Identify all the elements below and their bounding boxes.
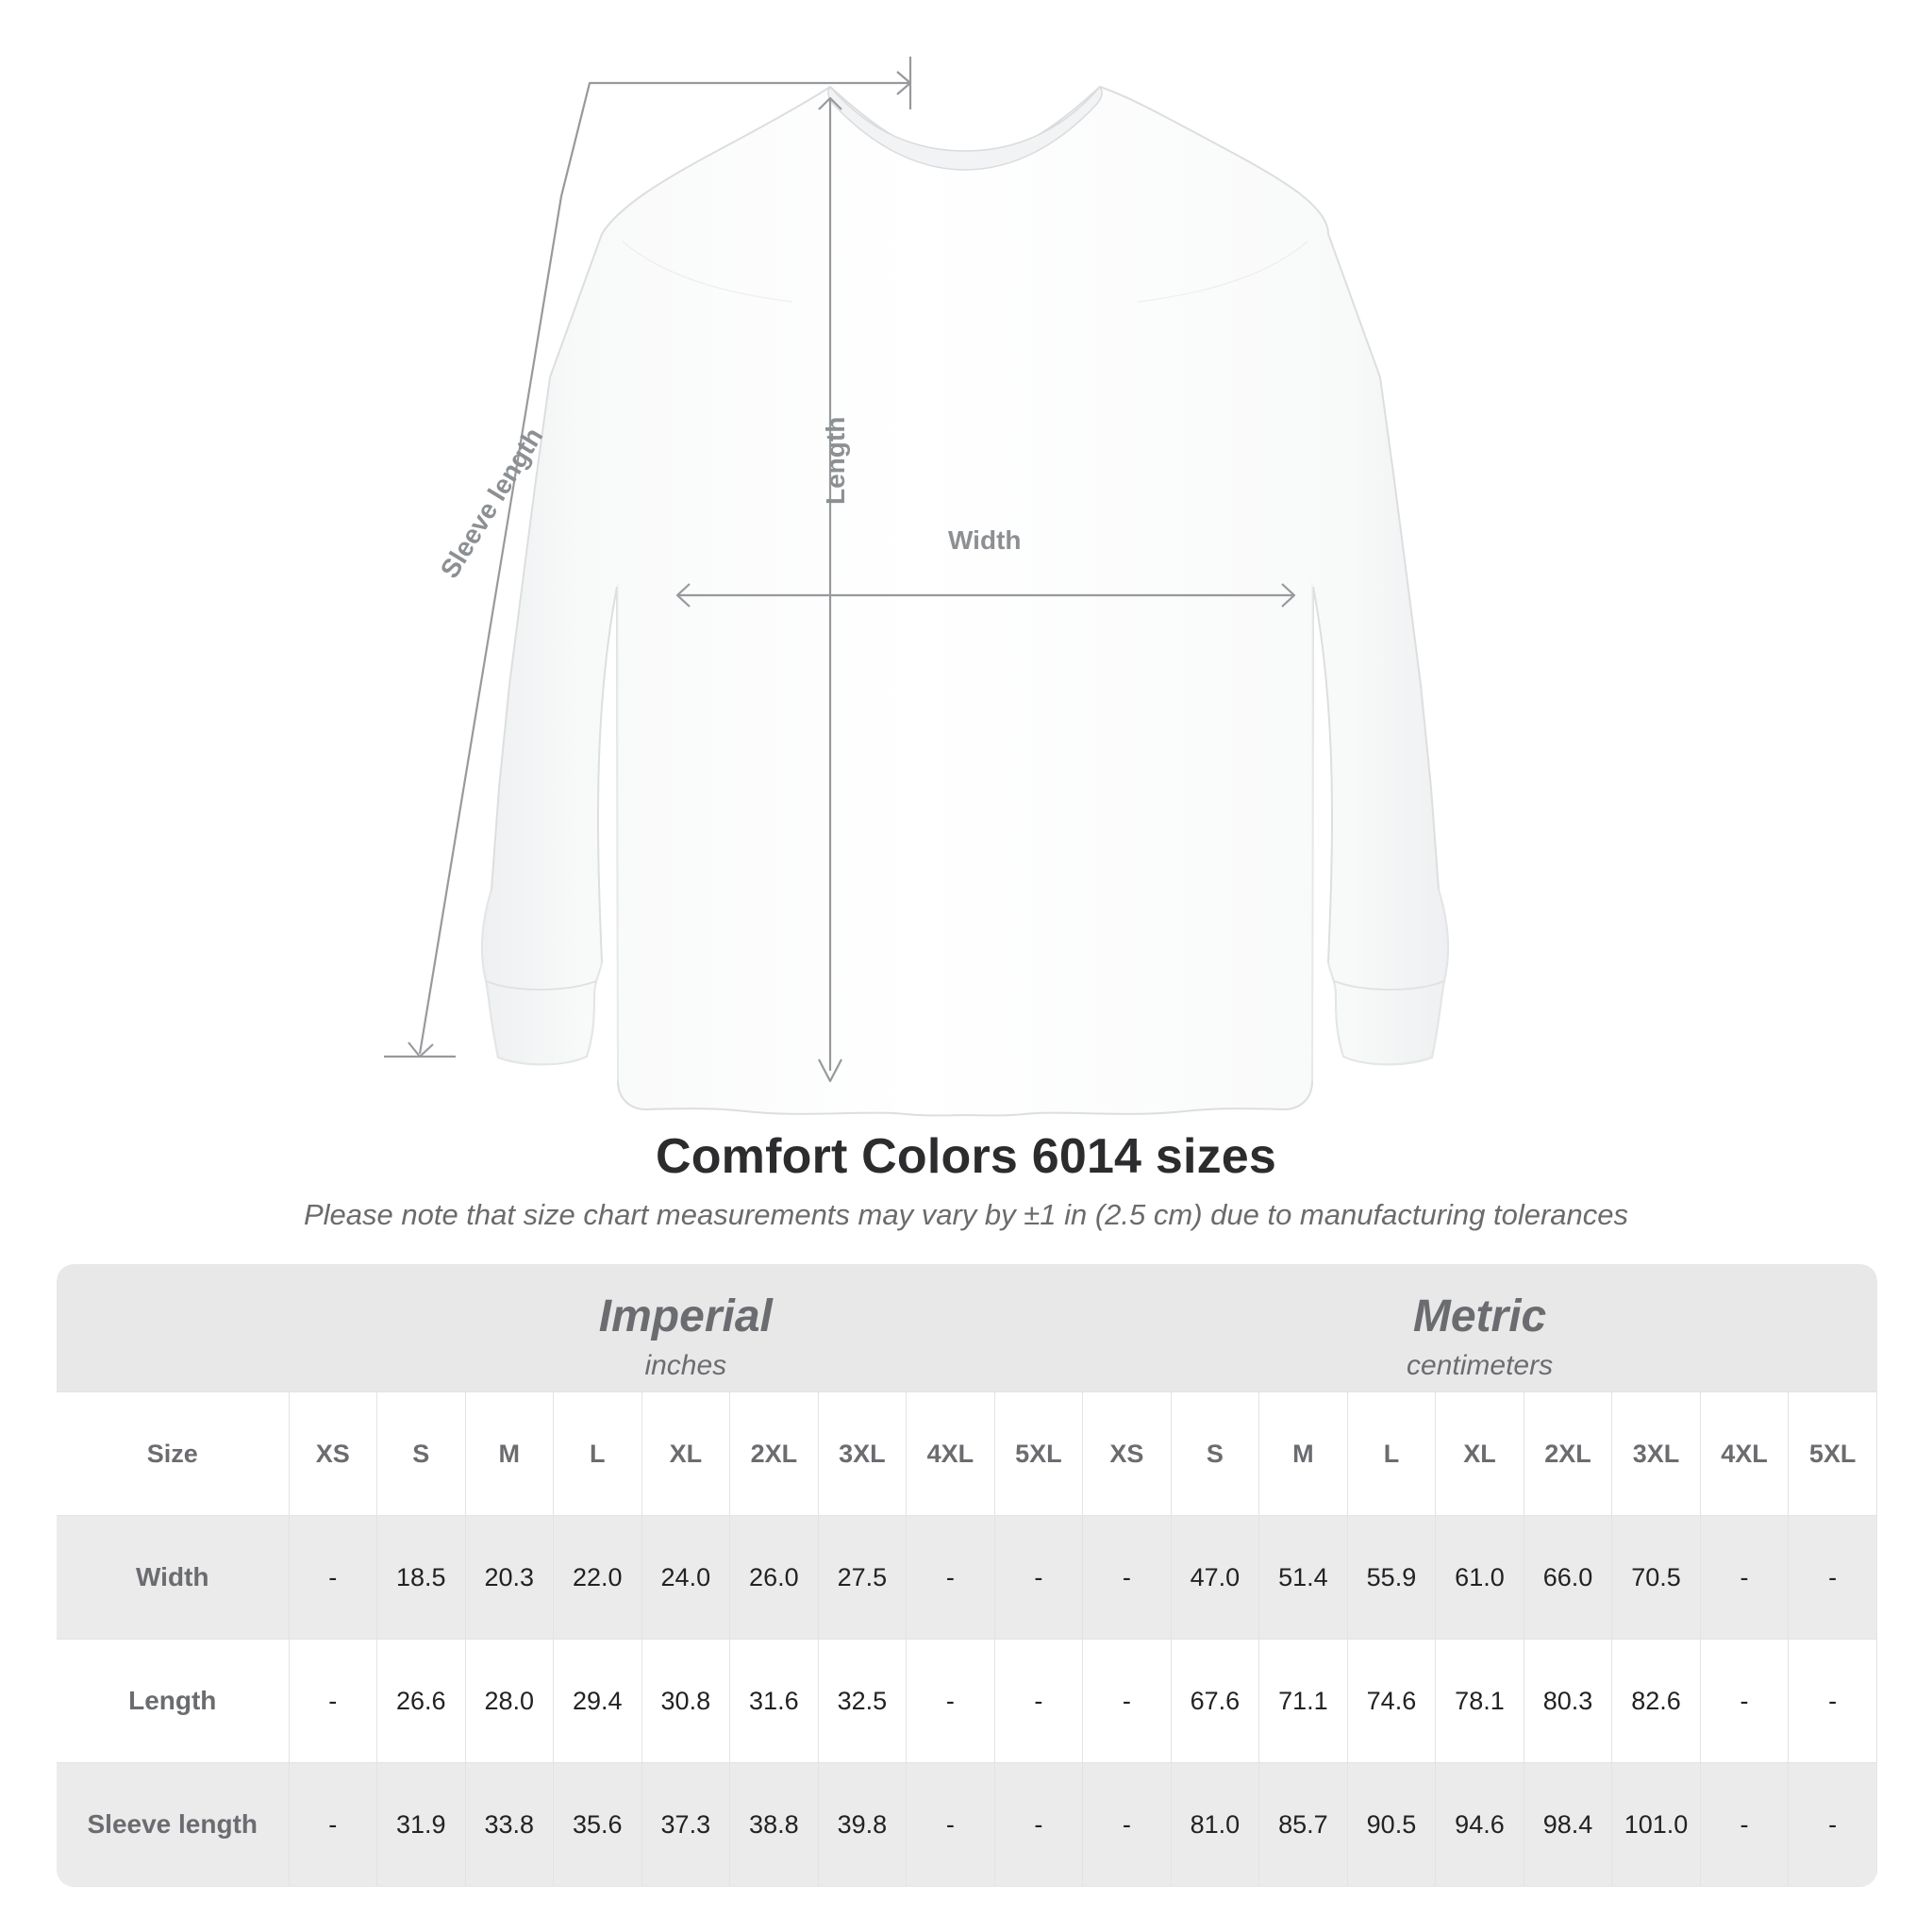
svg-text:Length: Length: [821, 417, 850, 505]
svg-text:Width: Width: [948, 525, 1022, 555]
